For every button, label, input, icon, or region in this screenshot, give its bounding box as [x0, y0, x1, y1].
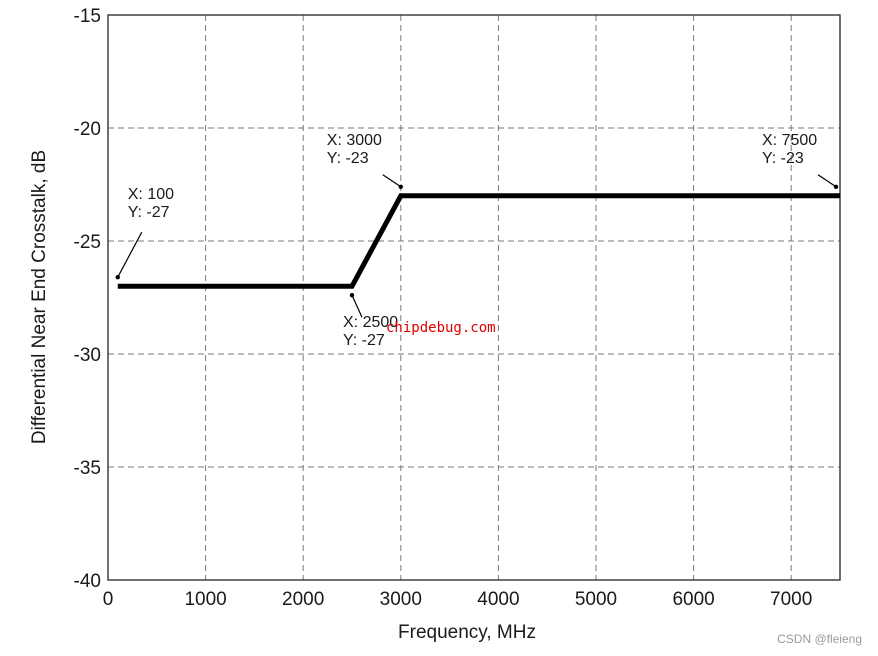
annotation-label: X: 7500 [762, 132, 817, 149]
annotation-leader [351, 294, 363, 318]
y-tick-label: -35 [74, 458, 101, 479]
x-tick-label: 3000 [380, 589, 422, 610]
credit-text: CSDN @fleieng [777, 632, 862, 646]
annotation-leader [382, 174, 402, 188]
annotation-leader [817, 174, 837, 188]
x-tick-label: 6000 [672, 589, 714, 610]
annotation-label: Y: -23 [327, 150, 369, 167]
series-line [117, 193, 840, 289]
series-layer [117, 193, 840, 289]
annotation-leader [117, 231, 143, 278]
x-tick-label: 5000 [575, 589, 617, 610]
x-tick-label: 7000 [770, 589, 812, 610]
y-tick-label: -25 [74, 232, 101, 253]
annotation-label: X: 3000 [327, 132, 382, 149]
x-axis-label: Frequency, MHz [398, 622, 536, 643]
annotation-label: Y: -27 [128, 204, 170, 221]
annotation-label: Y: -23 [762, 150, 804, 167]
annotation-label: X: 2500 [343, 314, 398, 331]
tick-labels: 0 1000 2000 3000 4000 5000 6000 7000 -15 -20 -25 -3… [74, 6, 813, 610]
annotation-label: Y: -27 [343, 332, 385, 349]
y-tick-label: -15 [74, 6, 101, 27]
x-tick-label: 4000 [477, 589, 519, 610]
y-tick-label: -40 [74, 571, 101, 592]
y-tick-label: -30 [74, 345, 101, 366]
y-tick-label: -20 [74, 119, 101, 140]
y-axis-label: Differential Near End Crosstalk, dB [29, 150, 50, 444]
x-tick-label: 1000 [184, 589, 226, 610]
plot-frame [107, 14, 841, 581]
x-tick-label: 0 [103, 589, 114, 610]
watermark-text: chipdebug.com [386, 320, 496, 336]
grid-lines [108, 15, 840, 580]
x-tick-label: 2000 [282, 589, 324, 610]
annotation-label: X: 100 [128, 186, 174, 203]
